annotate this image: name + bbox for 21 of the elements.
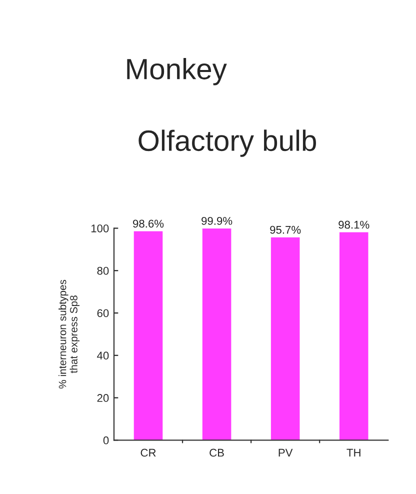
chart-title: Monkey	[127, 58, 227, 86]
y-tick-label: 40	[97, 352, 109, 360]
bar	[134, 231, 163, 440]
x-tick-label: CR	[140, 448, 156, 457]
bar	[270, 237, 300, 440]
y-tick-label: 60	[97, 309, 109, 318]
y-axis-title: % interneuron subtypes that express Sp8	[58, 280, 80, 389]
bar	[339, 232, 368, 440]
data-label: 99.9%	[202, 216, 232, 225]
y-tick-label: 80	[97, 266, 109, 275]
x-tick-label: CB	[210, 448, 224, 457]
x-tick-label: TH	[346, 448, 360, 457]
data-label: 98.6%	[133, 220, 164, 228]
y-tick-label: 20	[97, 394, 109, 402]
data-label: 95.7%	[270, 226, 301, 234]
y-tick-label: 0	[103, 436, 109, 444]
y-tick-label: 100	[91, 224, 109, 232]
bar	[202, 228, 232, 440]
chart-subtitle: Olfactory bulb	[138, 130, 316, 157]
data-label: 98.1%	[338, 220, 370, 229]
x-tick-label: PV	[278, 448, 293, 457]
